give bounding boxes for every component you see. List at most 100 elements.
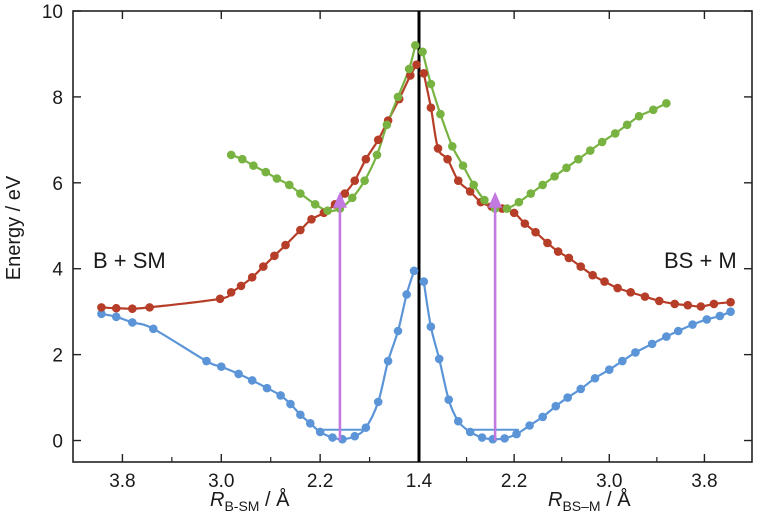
blue-right-point: [726, 307, 735, 316]
red-left-point: [296, 225, 305, 235]
blue-left-point: [315, 427, 325, 437]
red-right-point: [433, 144, 443, 153]
blue-left-point: [350, 431, 360, 441]
red-right-point: [553, 247, 563, 256]
green-right-point: [597, 137, 607, 147]
blue-right-point: [647, 339, 657, 349]
red-left-point: [215, 294, 225, 304]
green-left-point: [249, 161, 258, 170]
x-tick-label: 3.8: [109, 471, 135, 492]
blue-right-point: [512, 429, 521, 439]
green-right-point: [436, 109, 445, 119]
blue-right-point: [500, 434, 509, 443]
blue-left-point: [296, 410, 305, 420]
red-right-point: [465, 187, 475, 196]
blue-right-point: [453, 416, 463, 426]
y-tick-label: 0: [52, 432, 63, 453]
green-right-point: [550, 172, 559, 181]
x-axis-title-right-sub: BS–M: [562, 498, 600, 514]
plot-frame: [72, 10, 753, 463]
red-right-point: [696, 302, 706, 311]
blue-right-point: [525, 421, 534, 430]
y-tick-label: 8: [52, 88, 63, 109]
red-left-point: [97, 303, 106, 312]
excitation-arrows: [322, 191, 519, 441]
green-right-point: [610, 129, 620, 138]
green-right-point: [502, 204, 512, 213]
green-right-point: [585, 146, 595, 155]
red-right-point: [453, 176, 463, 185]
green-right-point: [458, 161, 468, 170]
green-right-point: [418, 47, 427, 57]
green-right-point: [662, 99, 671, 108]
blue-right-point: [419, 277, 429, 286]
red-right-point: [543, 238, 552, 248]
blue-left-point: [247, 376, 257, 385]
x-axis-title-left: RB-SM / Å: [210, 488, 290, 514]
red-right-point: [564, 253, 574, 263]
x-tick-label: 2.2: [307, 471, 333, 492]
x-tick-label: 1.4: [406, 471, 433, 492]
green-left-point: [393, 92, 403, 102]
blue-left-point: [328, 433, 337, 442]
green-right-point: [514, 197, 524, 207]
annotation-right: BS + M: [664, 248, 737, 273]
blue-right-point: [434, 354, 444, 364]
y-tick-label: 6: [52, 174, 63, 195]
red-right-point: [588, 270, 597, 280]
blue-left-line: [101, 270, 416, 441]
green-right-point: [574, 154, 583, 164]
green-right-point: [469, 180, 479, 190]
green-right-point: [480, 195, 489, 205]
green-left-point: [372, 150, 382, 160]
red-right-point: [443, 154, 452, 164]
blue-right-point: [477, 433, 487, 442]
green-left-point: [284, 180, 294, 190]
blue-left-point: [373, 397, 383, 407]
red-right-point: [520, 219, 530, 228]
red-left-point: [373, 135, 383, 145]
red-right-point: [640, 292, 650, 301]
green-right-point: [448, 142, 457, 151]
x-axis-title-left-unit: / Å: [259, 488, 290, 511]
blue-left-point: [216, 362, 226, 371]
red-right-point: [709, 299, 719, 309]
blue-right-point: [688, 320, 697, 329]
excitation-arrowhead-right: [488, 191, 503, 208]
blue-right-point: [618, 356, 627, 366]
blue-left-point: [202, 356, 211, 366]
red-left-point: [226, 288, 236, 297]
blue-right-point: [604, 365, 614, 374]
red-left-point: [236, 281, 246, 291]
y-tick-label: 4: [52, 260, 63, 281]
green-left-point: [296, 189, 305, 198]
red-left-point: [259, 262, 268, 271]
blue-right-point: [702, 315, 712, 324]
green-right-point: [426, 79, 436, 89]
series-curves: [101, 45, 732, 441]
x-axis-title-right-unit: / Å: [601, 488, 632, 511]
green-left-point: [382, 120, 392, 130]
green-right-point: [538, 180, 547, 190]
blue-left-point: [111, 312, 121, 322]
blue-left-point: [286, 399, 295, 409]
red-right-point: [509, 208, 519, 218]
green-right-line: [421, 51, 667, 211]
blue-right-point: [715, 311, 725, 321]
red-left-point: [412, 60, 421, 69]
red-right-point: [670, 299, 679, 309]
green-left-point: [323, 206, 332, 216]
y-tick-label: 2: [52, 346, 63, 367]
red-left-point: [361, 154, 371, 164]
x-axis-title-left-main: R: [210, 489, 224, 511]
green-left-point: [226, 150, 236, 160]
excitation-arrowhead-left: [332, 191, 347, 208]
blue-right-point: [563, 393, 572, 402]
x-tick-label: 3.8: [691, 471, 717, 492]
blue-right-point: [444, 395, 454, 405]
red-left-point: [340, 189, 350, 198]
green-right-point: [634, 111, 644, 121]
red-left-point: [145, 303, 154, 312]
red-left-point: [406, 71, 415, 80]
